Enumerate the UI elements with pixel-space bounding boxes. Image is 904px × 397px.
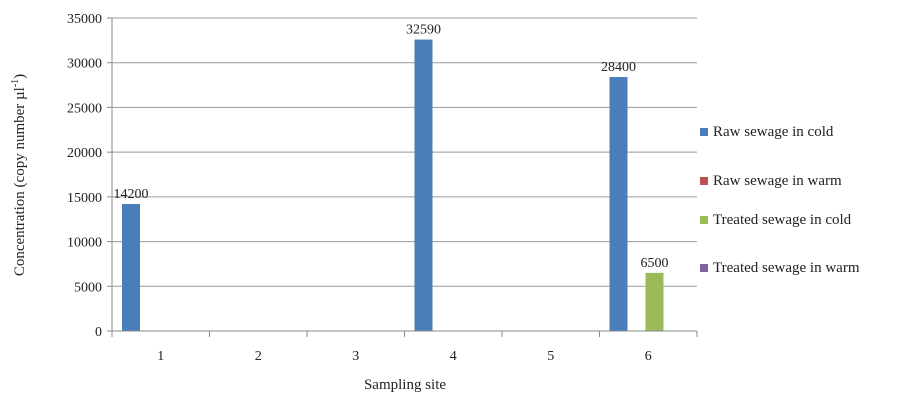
y-axis-title: Concentration (copy number µl-1) bbox=[10, 74, 28, 276]
x-axis-ticks: 1 2 3 4 5 6 bbox=[111, 331, 698, 364]
y-tick-label: 35000 bbox=[67, 12, 102, 27]
data-label: 14200 bbox=[114, 187, 149, 202]
y-tick-label: 5000 bbox=[74, 280, 102, 295]
legend-swatch bbox=[700, 177, 708, 185]
legend-label: Treated sewage in warm bbox=[713, 260, 860, 276]
bar bbox=[414, 39, 433, 332]
x-tick-label: 3 bbox=[352, 349, 359, 364]
x-tick-label: 4 bbox=[450, 349, 457, 364]
legend-swatch bbox=[700, 216, 708, 224]
data-label: 32590 bbox=[406, 23, 441, 38]
x-tick-label: 1 bbox=[157, 349, 164, 364]
gridlines bbox=[112, 17, 697, 287]
x-tick-label: 2 bbox=[255, 349, 262, 364]
legend-item: Treated sewage in cold bbox=[700, 212, 904, 229]
data-labels: 14200 32590 28400 6500 bbox=[114, 23, 669, 271]
y-tick-label: 30000 bbox=[67, 57, 102, 72]
x-tick-label: 6 bbox=[645, 349, 652, 364]
legend-item: Raw sewage in cold bbox=[700, 124, 904, 141]
x-tick-label: 5 bbox=[547, 349, 554, 364]
legend-swatch bbox=[700, 264, 708, 272]
y-axis-title-superscript: -1 bbox=[10, 79, 21, 87]
bars bbox=[122, 39, 664, 332]
legend-item: Raw sewage in warm bbox=[700, 173, 904, 190]
data-label: 6500 bbox=[641, 256, 669, 271]
y-tick-label: 25000 bbox=[67, 101, 102, 116]
y-axis-title-main: Concentration (copy number µl bbox=[12, 87, 28, 276]
y-tick-label: 10000 bbox=[67, 236, 102, 251]
bar bbox=[122, 204, 140, 331]
x-axis-title: Sampling site bbox=[364, 377, 446, 393]
legend-label: Raw sewage in cold bbox=[713, 124, 834, 140]
y-tick-label: 15000 bbox=[67, 191, 102, 206]
y-axis-ticks: 0 5000 10000 15000 20000 25000 30000 35000 bbox=[67, 12, 112, 340]
legend-label: Treated sewage in cold bbox=[713, 212, 852, 228]
legend-label: Raw sewage in warm bbox=[713, 173, 842, 189]
legend-swatch bbox=[700, 128, 708, 136]
y-axis-title-suffix: ) bbox=[12, 74, 28, 79]
y-tick-label: 0 bbox=[95, 325, 102, 340]
y-tick-label: 20000 bbox=[67, 146, 102, 161]
bar bbox=[645, 272, 664, 331]
legend-item: Treated sewage in warm bbox=[700, 260, 904, 277]
bar bbox=[609, 77, 628, 331]
data-label: 28400 bbox=[601, 60, 636, 75]
